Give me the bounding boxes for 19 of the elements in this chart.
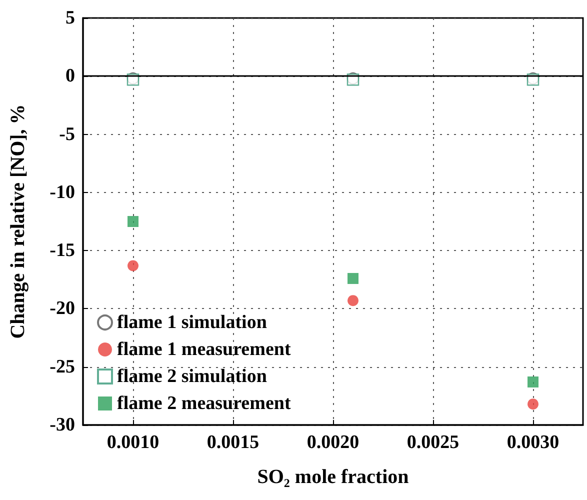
x-tick-label: 0.0025	[406, 432, 460, 453]
x-axis-title: SO₂ mole fraction	[257, 466, 409, 488]
y-tick-label: 5	[66, 8, 75, 28]
y-tick-label: -5	[59, 124, 75, 145]
y-tick-label: -20	[50, 298, 75, 320]
y-tick-label: 0	[66, 66, 75, 87]
legend-label: flame 2 measurement	[117, 393, 292, 414]
x-tick-label: 0.0010	[106, 432, 160, 453]
y-tick-label: -25	[50, 356, 75, 378]
y-tick-label: -30	[50, 414, 75, 436]
legend-label: flame 2 simulation	[117, 366, 268, 387]
y-tick-label: -15	[50, 240, 75, 262]
x-tick-label: 0.0015	[206, 432, 260, 453]
x-tick-label: 0.0030	[506, 432, 560, 453]
legend-label: flame 1 measurement	[117, 339, 292, 360]
legend-label: flame 1 simulation	[117, 312, 268, 333]
y-axis-title: Change in relative [NO], %	[7, 104, 29, 339]
y-tick-label: -10	[50, 182, 75, 203]
x-tick-label: 0.0020	[306, 432, 360, 453]
